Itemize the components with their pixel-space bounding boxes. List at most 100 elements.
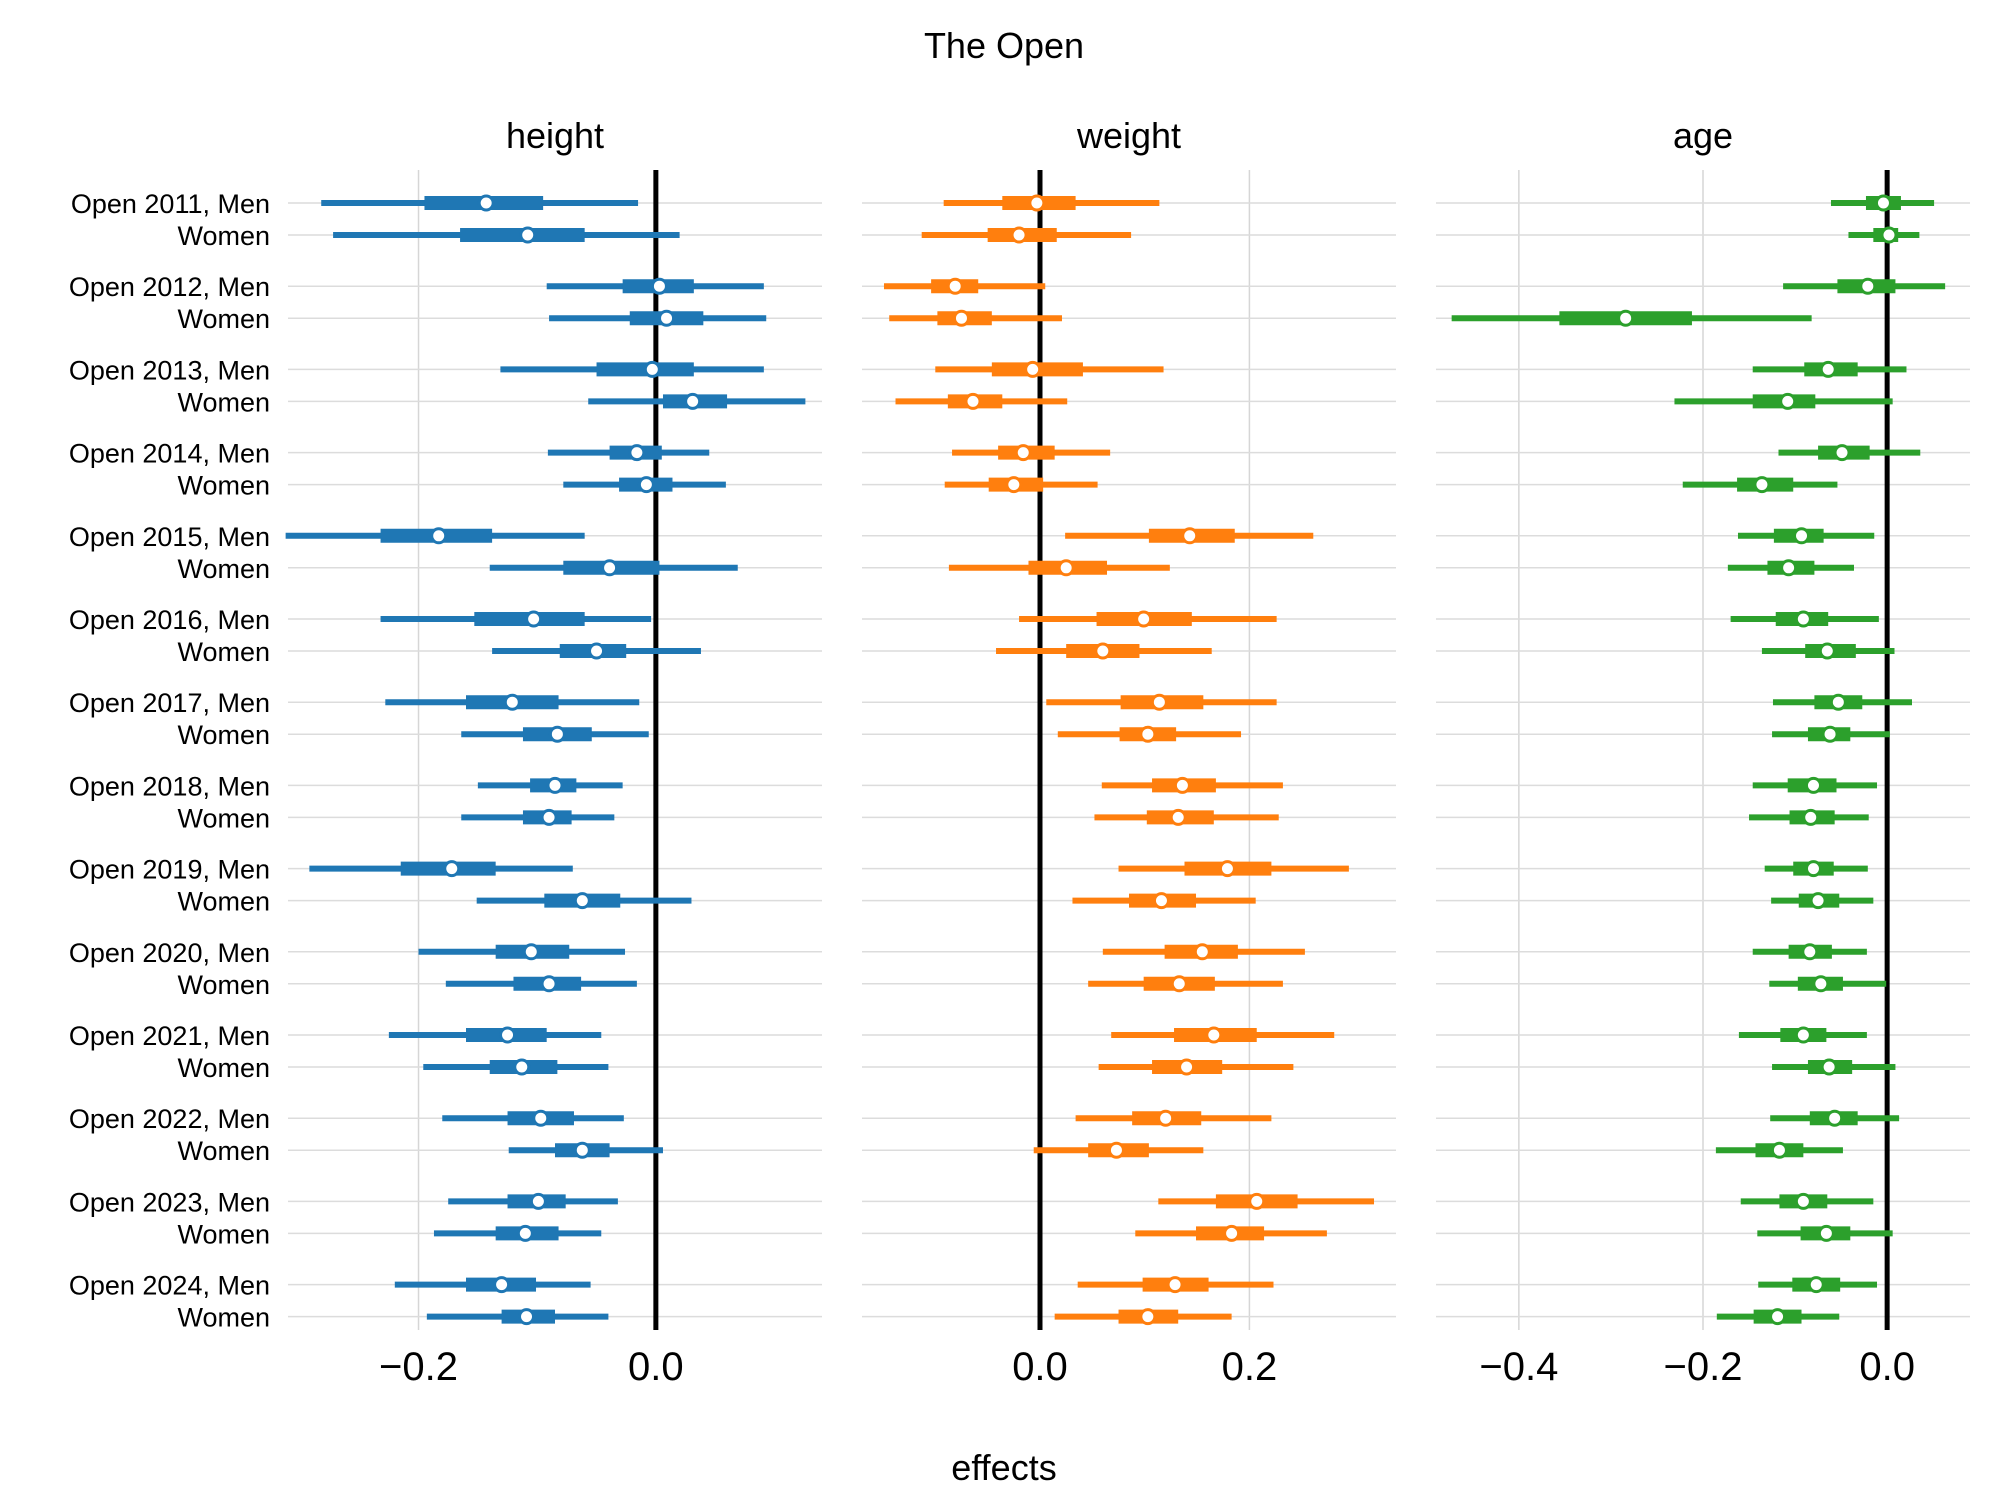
mean-point — [1821, 725, 1839, 743]
row-label: Women — [177, 970, 270, 1000]
mean-point — [628, 444, 646, 462]
mean-point — [1223, 1224, 1241, 1242]
mean-point — [522, 943, 540, 961]
mean-point — [1024, 360, 1042, 378]
mean-point — [513, 1058, 531, 1076]
mean-point — [1807, 1276, 1825, 1294]
mean-point — [658, 309, 676, 327]
row-label: Women — [177, 1219, 270, 1249]
mean-point — [588, 642, 606, 660]
x-tick-label: 0.0 — [1012, 1345, 1068, 1389]
mean-point — [532, 1109, 550, 1127]
mean-point — [519, 226, 537, 244]
mean-point — [1193, 943, 1211, 961]
mean-point — [1880, 226, 1898, 244]
mean-point — [529, 1192, 547, 1210]
mean-point — [430, 527, 448, 545]
panel-height: height −0.2 0.0 — [285, 115, 822, 1389]
mean-point — [1139, 1308, 1157, 1326]
mean-point — [1818, 642, 1836, 660]
row-label: Open 2020, Men — [69, 938, 270, 968]
row-label: Women — [177, 887, 270, 917]
mean-point — [1779, 392, 1797, 410]
mean-point — [1107, 1141, 1125, 1159]
mean-point — [1218, 860, 1236, 878]
row-label: Open 2012, Men — [69, 272, 270, 302]
mean-point — [1010, 226, 1028, 244]
mean-point — [1205, 1026, 1223, 1044]
mean-point — [546, 776, 564, 794]
mean-point — [525, 610, 543, 628]
panels-group: height −0.2 0.0 weight 0.0 0.2 age −0.4 −0.2 0.0 — [285, 115, 1970, 1389]
x-tick-label: 0.2 — [1222, 1345, 1278, 1389]
mean-point — [516, 1224, 534, 1242]
mean-point — [1769, 1308, 1787, 1326]
mean-point — [1005, 476, 1023, 494]
mean-point — [637, 476, 655, 494]
row-label: Women — [177, 1053, 270, 1083]
mean-point — [1801, 943, 1819, 961]
mean-point — [1817, 1224, 1835, 1242]
mean-point — [643, 360, 661, 378]
row-label: Women — [177, 221, 270, 251]
mean-point — [573, 1141, 591, 1159]
mean-point — [1859, 277, 1877, 295]
mean-point — [964, 392, 982, 410]
mean-point — [1057, 559, 1075, 577]
mean-point — [1152, 892, 1170, 910]
mean-point — [1150, 693, 1168, 711]
mean-point — [1874, 194, 1892, 212]
mean-point — [477, 194, 495, 212]
x-axis-label: effects — [951, 1447, 1056, 1488]
mean-point — [1793, 527, 1811, 545]
mean-point — [1809, 892, 1827, 910]
row-label: Open 2021, Men — [69, 1021, 270, 1051]
mean-point — [1826, 1109, 1844, 1127]
row-label: Women — [177, 387, 270, 417]
mean-point — [1169, 808, 1187, 826]
mean-point — [540, 808, 558, 826]
mean-point — [573, 892, 591, 910]
row-label: Open 2013, Men — [69, 355, 270, 385]
mean-point — [1617, 309, 1635, 327]
mean-point — [1794, 1192, 1812, 1210]
mean-point — [1178, 1058, 1196, 1076]
panel-title: weight — [1076, 115, 1181, 156]
mean-point — [1170, 975, 1188, 993]
x-tick-label: −0.2 — [379, 1345, 458, 1389]
mean-point — [1139, 725, 1157, 743]
mean-point — [952, 309, 970, 327]
x-tick-label: −0.4 — [1479, 1345, 1558, 1389]
mean-point — [493, 1276, 511, 1294]
mean-point — [1248, 1192, 1266, 1210]
mean-point — [1028, 194, 1046, 212]
chart-title: The Open — [924, 25, 1084, 66]
mean-point — [1094, 642, 1112, 660]
panel-age: age −0.4 −0.2 0.0 — [1436, 115, 1970, 1389]
mean-point — [1804, 776, 1822, 794]
mean-point — [1173, 776, 1191, 794]
row-label: Open 2019, Men — [69, 855, 270, 885]
row-label: Women — [177, 803, 270, 833]
x-tick-label: 0.0 — [1859, 1345, 1915, 1389]
mean-point — [1135, 610, 1153, 628]
row-label: Women — [177, 637, 270, 667]
mean-point — [1014, 444, 1032, 462]
mean-point — [1794, 1026, 1812, 1044]
mean-point — [946, 277, 964, 295]
row-label: Women — [177, 1303, 270, 1333]
mean-point — [1753, 476, 1771, 494]
mean-point — [1780, 559, 1798, 577]
row-label: Women — [177, 304, 270, 334]
mean-point — [684, 392, 702, 410]
mean-point — [503, 693, 521, 711]
mean-point — [1157, 1109, 1175, 1127]
panel-weight: weight 0.0 0.2 — [862, 115, 1396, 1389]
row-label: Open 2016, Men — [69, 605, 270, 635]
row-label: Women — [177, 554, 270, 584]
mean-point — [1181, 527, 1199, 545]
panel-title: age — [1673, 115, 1733, 156]
row-label: Open 2017, Men — [69, 688, 270, 718]
mean-point — [548, 725, 566, 743]
